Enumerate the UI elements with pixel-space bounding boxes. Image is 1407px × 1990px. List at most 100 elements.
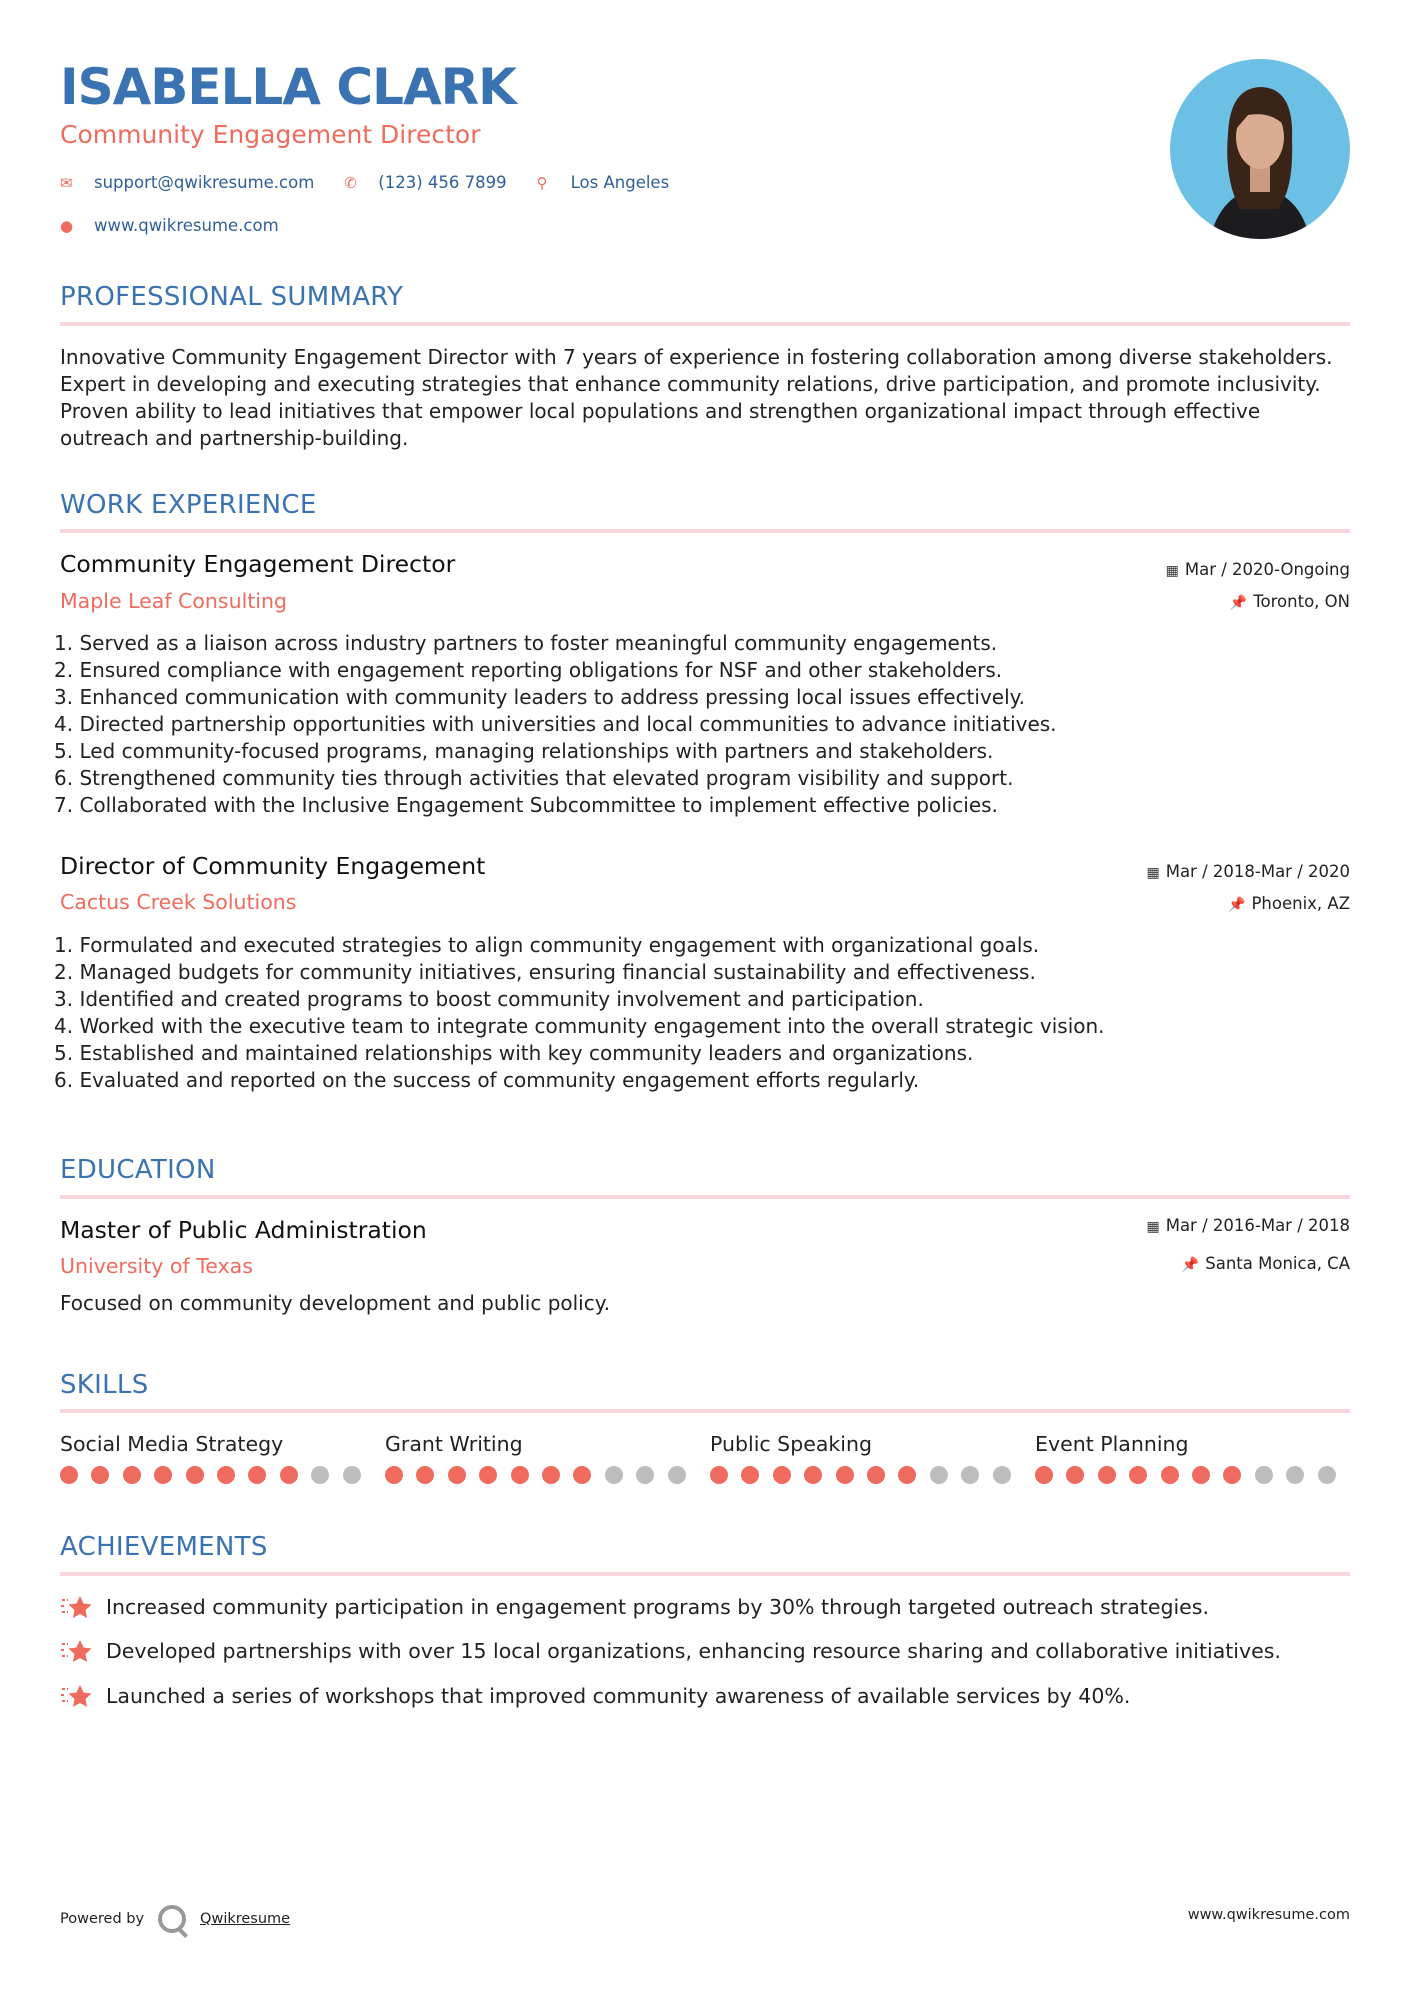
rating-dot-filled <box>385 1466 403 1484</box>
company-name: Maple Leaf Consulting <box>60 589 288 613</box>
achievement-text: Developed partnerships with over 15 loca… <box>106 1639 1281 1663</box>
rating-dot-filled <box>573 1466 592 1484</box>
rating-dot-filled <box>835 1466 854 1484</box>
rating-dot-filled <box>1129 1466 1148 1484</box>
achievements-heading: ACHIEVEMENTS <box>60 1532 268 1562</box>
divider <box>60 322 1350 326</box>
rating-dot-filled <box>1191 1466 1210 1484</box>
education-description: Focused on community development and pub… <box>60 1291 611 1315</box>
achievement-item: Developed partnerships with over 15 loca… <box>60 1638 1281 1664</box>
divider <box>60 1572 1350 1576</box>
rating-dot-filled <box>898 1466 917 1484</box>
skill-rating <box>710 1466 1035 1484</box>
location-text: Toronto, ON <box>1253 592 1350 611</box>
skill-item: Grant Writing <box>385 1432 710 1484</box>
globe-icon: ● <box>60 216 74 235</box>
skill-item: Public Speaking <box>710 1432 1035 1484</box>
rating-dot-filled <box>1035 1466 1053 1484</box>
job-bullets: 1. Served as a liaison across industry p… <box>54 630 1354 819</box>
date-text: Mar / 2018-Mar / 2020 <box>1165 862 1350 881</box>
bullet: 5. Established and maintained relationsh… <box>54 1041 974 1065</box>
pushpin-icon: 📌 <box>1181 1257 1200 1273</box>
skill-rating <box>1035 1466 1360 1484</box>
bullet: 3. Enhanced communication with community… <box>54 685 1025 709</box>
pushpin-icon: 📌 <box>1229 595 1248 611</box>
bullet: 2. Managed budgets for community initiat… <box>54 960 1036 984</box>
divider <box>60 1409 1350 1413</box>
rating-dot-filled <box>248 1466 267 1484</box>
powered-by-text: Powered by <box>60 1911 145 1927</box>
bullet: 7. Collaborated with the Inclusive Engag… <box>54 793 998 817</box>
rating-dot-filled <box>866 1466 885 1484</box>
email-link[interactable]: support@qwikresume.com <box>94 173 315 192</box>
skill-rating <box>385 1466 710 1484</box>
bullet: 6. Strengthened community ties through a… <box>54 766 1014 790</box>
phone-text: (123) 456 7899 <box>378 173 507 192</box>
job-date: ▦ Mar / 2020-Ongoing <box>1166 560 1350 579</box>
bullet: 1. Served as a liaison across industry p… <box>54 631 998 655</box>
bullet: 3. Identified and created programs to bo… <box>54 987 924 1011</box>
calendar-icon: ▦ <box>1146 865 1160 881</box>
rating-dot-filled <box>804 1466 823 1484</box>
rating-dot-empty <box>342 1466 361 1484</box>
rating-dot-filled <box>772 1466 791 1484</box>
location-text: Phoenix, AZ <box>1251 894 1350 913</box>
skill-rating <box>60 1466 385 1484</box>
rating-dot-filled <box>479 1466 498 1484</box>
divider <box>60 529 1350 533</box>
rating-dot-filled <box>60 1466 78 1484</box>
skills-list: Social Media Strategy Grant Writing Publ… <box>60 1432 1360 1484</box>
website-link[interactable]: www.qwikresume.com <box>94 216 279 235</box>
rating-dot-empty <box>992 1466 1011 1484</box>
skill-name: Event Planning <box>1035 1432 1189 1456</box>
candidate-name: ISABELLA CLARK <box>60 58 517 116</box>
bullet: 4. Directed partnership opportunities wi… <box>54 712 1057 736</box>
job-location: 📌 Phoenix, AZ <box>1228 894 1350 913</box>
rating-dot-empty <box>1286 1466 1305 1484</box>
rating-dot-filled <box>541 1466 560 1484</box>
rating-dot-filled <box>741 1466 760 1484</box>
bullet: 5. Led community-focused programs, manag… <box>54 739 994 763</box>
rating-dot-empty <box>961 1466 980 1484</box>
rating-dot-empty <box>604 1466 623 1484</box>
skill-item: Event Planning <box>1035 1432 1360 1484</box>
job-title: Community Engagement Director <box>60 550 456 578</box>
footer-website[interactable]: www.qwikresume.com <box>1187 1907 1350 1923</box>
phone-icon: ✆ <box>344 173 357 192</box>
job-title: Director of Community Engagement <box>60 852 486 880</box>
star-icon <box>60 1683 94 1709</box>
rating-dot-filled <box>416 1466 435 1484</box>
rating-dot-filled <box>91 1466 110 1484</box>
rating-dot-filled <box>1160 1466 1179 1484</box>
rating-dot-empty <box>929 1466 948 1484</box>
achievement-text: Launched a series of workshops that impr… <box>106 1684 1131 1708</box>
rating-dot-filled <box>279 1466 298 1484</box>
summary-text: Innovative Community Engagement Director… <box>60 345 1333 450</box>
experience-heading: WORK EXPERIENCE <box>60 490 317 520</box>
profile-photo <box>1170 59 1350 239</box>
star-icon <box>60 1594 94 1620</box>
skill-name: Public Speaking <box>710 1432 872 1456</box>
divider <box>60 1195 1350 1199</box>
qwikresume-logo-icon <box>158 1905 188 1938</box>
school-name: University of Texas <box>60 1254 253 1278</box>
rating-dot-filled <box>447 1466 466 1484</box>
envelope-icon: ✉ <box>60 173 73 192</box>
job-date: ▦ Mar / 2018-Mar / 2020 <box>1146 862 1350 881</box>
rating-dot-empty <box>311 1466 330 1484</box>
rating-dot-empty <box>667 1466 686 1484</box>
footer-powered: Powered by Qwikresume <box>60 1905 291 1938</box>
summary-heading: PROFESSIONAL SUMMARY <box>60 282 404 312</box>
rating-dot-filled <box>1066 1466 1085 1484</box>
brand-link[interactable]: Qwikresume <box>200 1911 291 1927</box>
rating-dot-empty <box>1254 1466 1273 1484</box>
date-text: Mar / 2020-Ongoing <box>1184 560 1350 579</box>
rating-dot-empty <box>636 1466 655 1484</box>
rating-dot-filled <box>216 1466 235 1484</box>
location-text: Santa Monica, CA <box>1205 1254 1350 1273</box>
rating-dot-filled <box>154 1466 173 1484</box>
education-heading: EDUCATION <box>60 1155 216 1185</box>
skills-heading: SKILLS <box>60 1370 149 1400</box>
calendar-icon: ▦ <box>1146 1219 1160 1235</box>
map-pin-icon: ⚲ <box>536 173 548 192</box>
